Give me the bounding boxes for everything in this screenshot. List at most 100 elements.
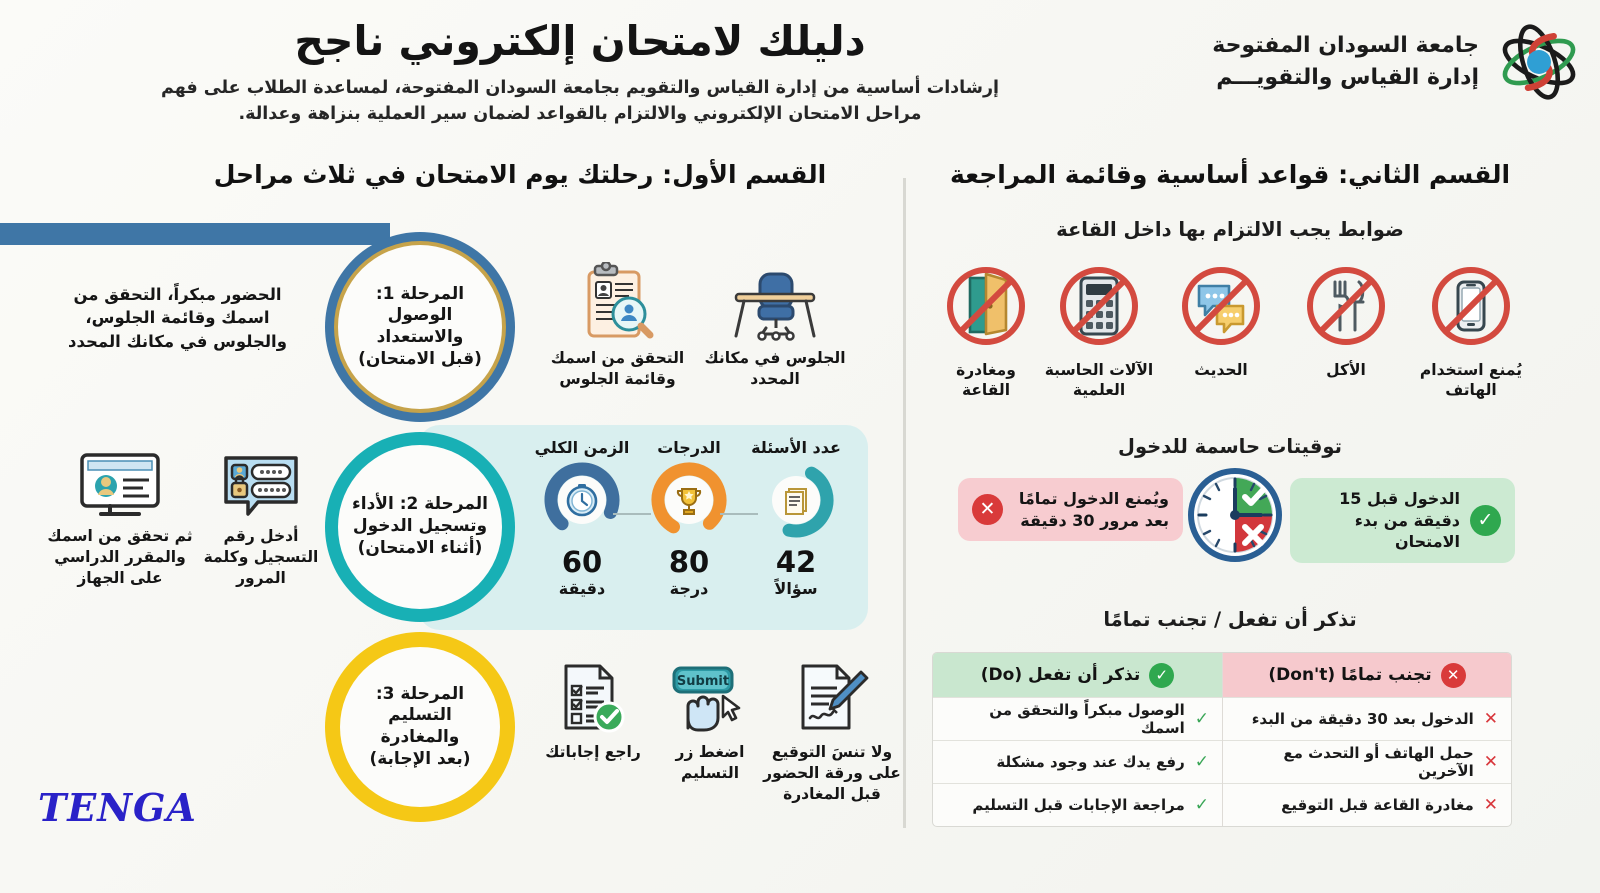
stage-3-inner: المرحلة 3: التسليم والمغادرة (بعد الإجاب… xyxy=(340,647,500,807)
prohibition-no-leaving: ومغادرة القاعة xyxy=(930,262,1042,400)
checklist-done-icon xyxy=(564,664,625,733)
dodont-subtitle: تذكر أن تفعل / تجنب تمامًا xyxy=(1103,608,1357,631)
section-divider xyxy=(903,178,906,828)
submit-button-cursor-icon: Submit xyxy=(672,666,741,732)
stage-1-side-text: الحضور مبكراً، التحقق من اسمك وقائمة الج… xyxy=(68,285,287,351)
do-row-text: رفع يدك عند وجود مشكلة xyxy=(996,753,1185,771)
watermark: TENGA xyxy=(38,785,197,830)
stat-questions-unit: سؤالاً xyxy=(774,579,818,598)
prohibition-no-calculator-caption: الآلات الحاسبة العلمية xyxy=(1044,361,1154,400)
atom-logo-icon xyxy=(1493,16,1585,108)
no-talking-icon xyxy=(1182,267,1260,345)
do-row-text: مراجعة الإجابات قبل التسليم xyxy=(972,796,1185,814)
stage-1-icon-seat: الجلوس في مكانك المحدد xyxy=(700,262,850,390)
stat-total-time-heading: الزمن الكلي xyxy=(534,438,630,457)
stopwatch-icon xyxy=(566,484,598,517)
check-icon: ✓ xyxy=(1194,709,1209,729)
rules-subtitle: ضوابط يجب الالتزام بها داخل القاعة xyxy=(1056,218,1404,241)
section-one-title: القسم الأول: رحلتك يوم الامتحان في ثلاث … xyxy=(213,160,827,189)
stat-total-time: الزمن الكلي 60 دقيقة xyxy=(523,438,641,598)
stat-total-time-donut xyxy=(544,462,620,538)
cross-icon: ✕ xyxy=(1483,752,1498,772)
dont-row-text: مغادرة القاعة قبل التوقيع xyxy=(1281,796,1474,814)
stage-2-icon-login: أدخل رقم التسجيل وكلمة المرور xyxy=(196,452,326,589)
dont-row: ✕ حمل الهاتف أو التحدث مع الآخرين xyxy=(1223,740,1511,783)
prohibition-no-phone-caption: يُمنع استخدام الهاتف xyxy=(1419,361,1523,400)
no-calculator-icon xyxy=(1060,267,1138,345)
do-dont-table: ✕ تجنب تمامًا (Don't) ✕ الدخول بعد 30 دق… xyxy=(932,652,1512,827)
no-phone-icon xyxy=(1432,267,1510,345)
university-logo: جامعة السودان المفتوحة إدارة القياس والت… xyxy=(1185,16,1585,108)
prohibition-no-eating-caption: الأكل xyxy=(1326,361,1366,379)
stage-2-inner: المرحلة 2: الأداء وتسجيل الدخول (أثناء ا… xyxy=(338,445,502,609)
stat-connector-2 xyxy=(720,513,758,515)
page-subtitle: إرشادات أساسية من إدارة القياس والتقويم … xyxy=(160,78,1000,125)
dont-row-text: الدخول بعد 30 دقيقة من البدء xyxy=(1251,710,1474,728)
stage-3-icon-sign-caption: ولا تنسَ التوقيع على ورقة الحضور قبل الم… xyxy=(763,743,901,803)
stage-1-icon-verify-caption: التحقق من اسمك وقائمة الجلوس xyxy=(550,349,685,388)
quadrant-clock-icon xyxy=(1188,468,1282,562)
do-row: ✓ رفع يدك عند وجود مشكلة xyxy=(933,740,1222,783)
do-column: ✓ تذكر أن تفعل (Do) ✓ الوصول مبكراً والت… xyxy=(933,653,1222,826)
dont-header-cross-icon: ✕ xyxy=(1440,662,1466,688)
entry-denied-text: ويُمنع الدخول تمامًا بعد مرور 30 دقيقة xyxy=(1018,489,1169,530)
stage-1-icon-seat-caption: الجلوس في مكانك المحدد xyxy=(704,349,846,388)
stat-questions-value: 42 xyxy=(775,545,817,579)
stage-3-circle: المرحلة 3: التسليم والمغادرة (بعد الإجاب… xyxy=(325,632,515,822)
signature-paper-pen-icon xyxy=(801,664,869,730)
stage-3-icon-sign: ولا تنسَ التوقيع على ورقة الحضور قبل الم… xyxy=(762,662,902,805)
stage-2-sub: (أثناء الامتحان) xyxy=(357,537,483,558)
desk-chair-icon xyxy=(734,272,816,341)
stage-2-icon-login-caption: أدخل رقم التسجيل وكلمة المرور xyxy=(203,527,319,587)
stat-questions: عدد الأسئلة 42 سؤالاً xyxy=(737,438,855,598)
stat-connector-1 xyxy=(613,513,651,515)
stat-marks: الدرجات 80 درجة xyxy=(630,438,748,598)
check-icon: ✓ xyxy=(1194,752,1209,772)
stage-3-icon-submit: Submit اضغط زر التسليم xyxy=(645,662,775,784)
stage-1-inner: المرحلة 1: الوصول والاستعداد (قبل الامتح… xyxy=(338,245,502,409)
check-icon: ✓ xyxy=(1194,795,1209,815)
cross-icon: ✕ xyxy=(1483,795,1498,815)
stage-2-label: المرحلة 2: الأداء وتسجيل الدخول xyxy=(352,494,488,537)
cross-badge-icon: ✕ xyxy=(972,494,1003,526)
dont-row: ✕ مغادرة القاعة قبل التوقيع xyxy=(1223,783,1511,826)
no-eating-icon xyxy=(1307,267,1385,345)
dont-column: ✕ تجنب تمامًا (Don't) ✕ الدخول بعد 30 دق… xyxy=(1222,653,1511,826)
logo-text: جامعة السودان المفتوحة إدارة القياس والت… xyxy=(1212,30,1479,94)
stage-3-icon-review: راجع إجاباتك xyxy=(533,662,653,763)
prohibition-no-eating: الأكل xyxy=(1290,262,1402,380)
stat-marks-heading: الدرجات xyxy=(657,438,721,457)
trophy-icon xyxy=(676,488,702,515)
login-credentials-icon xyxy=(224,456,298,516)
logo-line-1: جامعة السودان المفتوحة xyxy=(1212,33,1479,59)
stage-1-icon-verify: التحقق من اسمك وقائمة الجلوس xyxy=(540,262,695,390)
stat-questions-donut xyxy=(758,462,834,538)
timing-subtitle: توقيتات حاسمة للدخول xyxy=(1118,435,1342,458)
stage-2-icon-verify-caption: ثم تحقق من اسمك والمقرر الدراسي على الجه… xyxy=(47,527,193,587)
stage-2-icon-verify: ثم تحقق من اسمك والمقرر الدراسي على الجه… xyxy=(45,452,195,589)
monitor-profile-icon xyxy=(80,453,160,516)
clipboard-id-search-icon xyxy=(587,262,653,339)
stage-1-label: المرحلة 1: الوصول والاستعداد xyxy=(375,283,465,348)
stage-3-label: المرحلة 3: التسليم والمغادرة xyxy=(375,683,465,748)
cross-icon: ✕ xyxy=(1483,709,1498,729)
page-header: دليلك لامتحان إلكتروني ناجح إرشادات أساس… xyxy=(0,17,1160,128)
timeline-top-bar xyxy=(0,223,390,245)
dont-column-header: ✕ تجنب تمامًا (Don't) xyxy=(1223,653,1511,697)
stage-3-icon-submit-caption: اضغط زر التسليم xyxy=(675,743,745,782)
stat-marks-donut xyxy=(651,462,727,538)
stage-3-icon-review-caption: راجع إجاباتك xyxy=(545,743,641,761)
do-row-text: الوصول مبكراً والتحقق من اسمك xyxy=(989,701,1185,737)
papers-icon xyxy=(785,488,807,515)
entry-allowed-text: الدخول قبل 15 دقيقة من بدء الامتحان xyxy=(1339,489,1460,552)
stat-total-time-value: 60 xyxy=(561,545,603,579)
do-column-header: ✓ تذكر أن تفعل (Do) xyxy=(933,653,1222,697)
entry-clock xyxy=(1185,465,1285,565)
stat-total-time-unit: دقيقة xyxy=(558,579,606,598)
prohibition-no-talking-caption: الحديث xyxy=(1194,361,1248,379)
check-badge-icon: ✓ xyxy=(1470,504,1501,536)
stage-1-gold-ring: المرحلة 1: الوصول والاستعداد (قبل الامتح… xyxy=(334,241,506,413)
do-row: ✓ مراجعة الإجابات قبل التسليم xyxy=(933,783,1222,826)
do-row: ✓ الوصول مبكراً والتحقق من اسمك xyxy=(933,697,1222,740)
page-title: دليلك لامتحان إلكتروني ناجح xyxy=(294,17,866,65)
